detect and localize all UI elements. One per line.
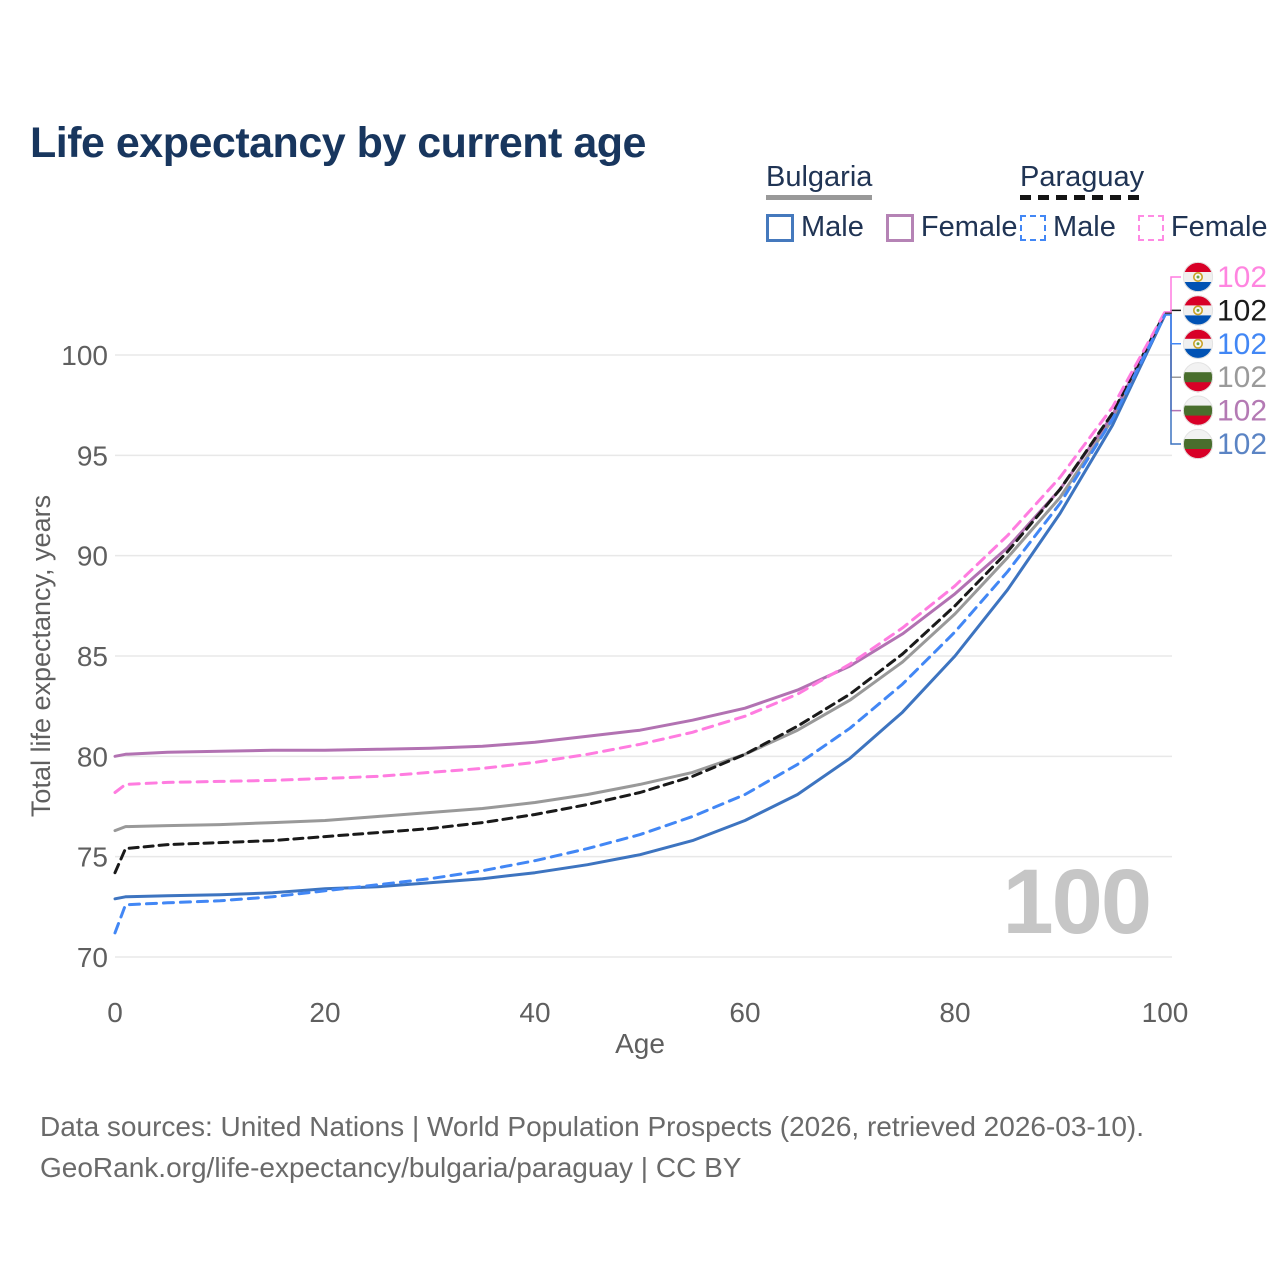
endpoint-value-label-bulgaria-male: 102	[1217, 428, 1267, 461]
legend-swatch-bulgaria-male-icon	[766, 213, 794, 242]
flag-icon-bulgaria	[1182, 395, 1214, 426]
endpoint-value-label-bulgaria-female: 102	[1217, 395, 1267, 428]
y-tick-label: 70	[77, 942, 108, 973]
x-axis-label: Age	[615, 1028, 665, 1059]
flag-icon-bulgaria	[1182, 428, 1214, 460]
endpoint-connector	[1165, 276, 1181, 313]
endpoint-value-label-paraguay-both-sexes: 102	[1217, 294, 1267, 327]
x-tick-label: 20	[309, 997, 340, 1028]
endpoint-value-label-paraguay-female: 102	[1217, 261, 1267, 294]
y-tick-label: 75	[77, 842, 108, 873]
series-line-bulgaria-male[interactable]	[113, 313, 1167, 901]
legend-item-label: Female	[920, 211, 1018, 244]
legend-country-paraguay: Paraguay	[1020, 161, 1145, 202]
legend-group-paraguay: Paraguay Male Female	[1020, 161, 1268, 244]
flag-icon-paraguay	[1182, 261, 1214, 293]
y-tick-label: 80	[77, 741, 108, 772]
flag-icon-paraguay	[1182, 295, 1214, 326]
x-tick-label: 40	[519, 997, 550, 1028]
legend-item-bulgaria-male[interactable]: Male	[766, 211, 864, 244]
endpoint-connector	[1165, 312, 1181, 412]
y-tick-label: 90	[77, 541, 108, 572]
y-tick-label: 95	[77, 440, 108, 471]
footer: Data sources: United Nations | World Pop…	[40, 1106, 1144, 1188]
page-title: Life expectancy by current age	[30, 118, 646, 167]
legend-country-paraguay-label: Paraguay	[1020, 161, 1145, 193]
endpoint-connector	[1165, 314, 1181, 345]
legend-linestyle-solid	[766, 195, 873, 201]
flag-icon-paraguay	[1182, 328, 1214, 359]
legend-item-paraguay-male[interactable]: Male	[1020, 211, 1116, 244]
endpoint-connector	[1165, 314, 1181, 445]
y-tick-label: 100	[61, 340, 108, 371]
legend-item-bulgaria-female[interactable]: Female	[885, 211, 1018, 244]
x-tick-label: 60	[729, 997, 760, 1028]
y-axis-label: Total life expectancy, years	[26, 495, 56, 817]
endpoint-connector	[1165, 313, 1181, 378]
x-tick-label: 80	[939, 997, 970, 1028]
endpoint-value-label-bulgaria-both-sexes: 102	[1217, 361, 1267, 394]
y-tick-label: 85	[77, 641, 108, 672]
legend-group-bulgaria: Bulgaria Male Female	[766, 161, 1018, 244]
series-line-paraguay-female[interactable]	[113, 310, 1167, 794]
legend-country-bulgaria: Bulgaria	[766, 161, 873, 202]
legend-item-label: Female	[1170, 211, 1268, 244]
attribution-url-text: GeoRank.org/life-expectancy/bulgaria/par…	[40, 1152, 742, 1183]
legend-item-label: Male	[801, 211, 864, 244]
series-line-paraguay-both-sexes[interactable]	[113, 311, 1167, 875]
legend-item-label: Male	[1053, 211, 1116, 244]
legend-linestyle-dashed	[1020, 195, 1145, 201]
x-tick-label: 0	[107, 997, 123, 1028]
legend-item-paraguay-female[interactable]: Female	[1137, 211, 1268, 244]
legend-swatch-paraguay-male-icon	[1020, 214, 1046, 241]
x-tick-label: 100	[1142, 997, 1189, 1028]
flag-icon-bulgaria	[1182, 362, 1214, 393]
endpoint-value-label-paraguay-male: 102	[1217, 328, 1267, 361]
legend-swatch-bulgaria-female-icon	[885, 213, 914, 242]
data-sources-text: Data sources: United Nations | World Pop…	[40, 1111, 1145, 1142]
current-age-watermark: 100	[1002, 851, 1153, 953]
series-line-bulgaria-both-sexes[interactable]	[113, 312, 1167, 833]
legend-country-bulgaria-label: Bulgaria	[766, 161, 873, 193]
series-line-bulgaria-female[interactable]	[113, 311, 1167, 758]
series-line-paraguay-male[interactable]	[113, 313, 1167, 935]
legend-swatch-paraguay-female-icon	[1137, 214, 1164, 241]
